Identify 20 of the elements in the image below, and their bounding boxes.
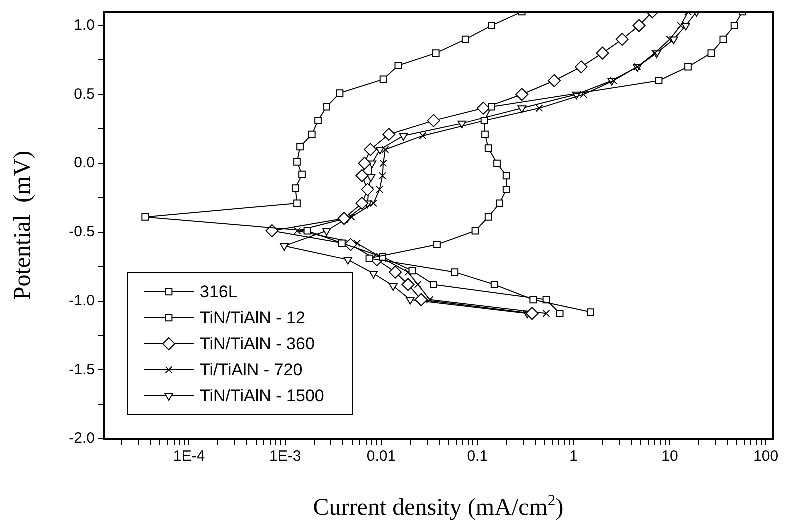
y-tick-label: -2.0 — [69, 430, 95, 448]
x-tick-label: 0.01 — [366, 448, 396, 466]
legend-label: TiN/TiAlN - 12 — [200, 308, 306, 328]
legend-label: TiN/TiAlN - 360 — [200, 334, 315, 354]
x-tick-label: 1 — [570, 448, 578, 466]
y-tick-label: 0.0 — [74, 154, 95, 172]
legend-label: TiN/TiAlN - 1500 — [200, 386, 324, 406]
x-tick-label: 100 — [754, 448, 779, 466]
y-tick-label: -1.0 — [69, 292, 95, 310]
legend-label: Ti/TiAlN - 720 — [200, 360, 303, 380]
y-tick-label: -0.5 — [69, 224, 95, 241]
x-tick-label: 10 — [662, 448, 678, 466]
y-axis-title: Potential (mV) — [10, 150, 36, 300]
x-tick-label: 1E-4 — [173, 448, 206, 466]
y-tick-label: -1.5 — [69, 361, 95, 378]
x-tick-label: 1E-3 — [270, 448, 302, 466]
y-tick-label: 1.0 — [74, 16, 95, 34]
legend-label: 316L — [200, 282, 238, 302]
y-tick-label: 0.5 — [74, 86, 95, 103]
x-tick-label: 0.1 — [467, 448, 488, 466]
